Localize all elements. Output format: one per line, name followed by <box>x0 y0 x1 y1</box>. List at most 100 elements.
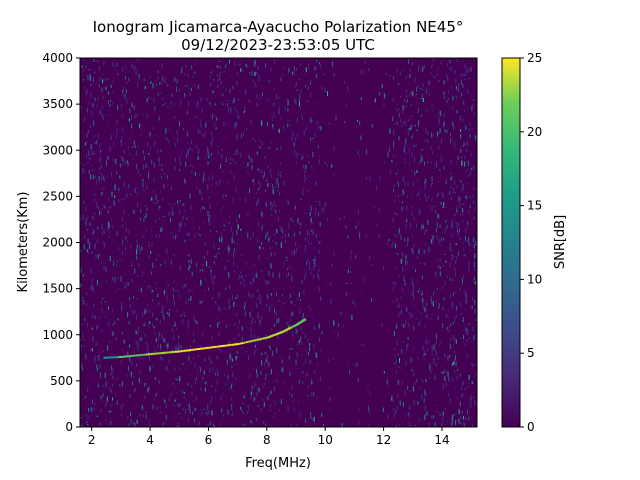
noise-pixel <box>286 328 288 334</box>
noise-pixel <box>87 161 89 164</box>
noise-pixel <box>350 267 351 269</box>
noise-pixel <box>99 143 101 148</box>
noise-pixel <box>332 358 334 360</box>
noise-pixel <box>429 363 431 368</box>
noise-pixel <box>107 226 109 230</box>
noise-pixel <box>305 272 307 278</box>
noise-pixel <box>467 89 469 94</box>
noise-pixel <box>466 197 468 200</box>
trace-point <box>181 350 184 353</box>
noise-pixel <box>265 237 266 240</box>
noise-pixel <box>272 240 274 243</box>
noise-pixel <box>297 328 299 332</box>
trace-point <box>177 350 180 353</box>
noise-pixel <box>184 85 186 87</box>
noise-pixel <box>307 230 308 235</box>
noise-pixel <box>161 227 163 232</box>
noise-pixel <box>462 145 464 148</box>
noise-pixel <box>453 361 455 365</box>
noise-pixel <box>434 108 436 110</box>
noise-pixel <box>451 87 453 89</box>
noise-pixel <box>197 152 199 154</box>
noise-pixel <box>202 269 204 272</box>
noise-streak <box>173 300 175 306</box>
noise-pixel <box>445 407 446 411</box>
noise-pixel <box>276 379 278 383</box>
noise-pixel <box>191 385 193 388</box>
noise-pixel <box>302 190 304 196</box>
noise-pixel <box>230 355 232 361</box>
noise-pixel <box>81 363 83 368</box>
noise-pixel <box>237 62 239 66</box>
trace-point <box>272 334 274 337</box>
noise-pixel <box>290 236 292 238</box>
noise-pixel <box>460 73 462 77</box>
noise-pixel <box>392 286 394 291</box>
noise-pixel <box>443 237 445 241</box>
noise-pixel <box>199 269 201 272</box>
noise-pixel <box>254 59 256 65</box>
noise-pixel <box>256 349 258 351</box>
noise-pixel <box>211 336 213 339</box>
noise-pixel <box>105 402 107 408</box>
noise-pixel <box>220 209 222 212</box>
noise-pixel <box>403 147 405 153</box>
noise-pixel <box>137 82 138 88</box>
noise-pixel <box>96 416 97 418</box>
noise-pixel <box>437 180 439 182</box>
noise-pixel <box>230 156 232 161</box>
noise-pixel <box>424 414 426 420</box>
trace-point <box>274 333 277 336</box>
noise-pixel <box>419 87 421 90</box>
noise-pixel <box>175 378 176 380</box>
noise-pixel <box>250 396 252 399</box>
noise-pixel <box>187 133 189 137</box>
noise-pixel <box>465 343 466 347</box>
noise-pixel <box>335 115 337 121</box>
noise-pixel <box>91 327 93 330</box>
noise-pixel <box>98 354 100 357</box>
noise-pixel <box>460 97 462 98</box>
noise-pixel <box>430 146 432 151</box>
noise-pixel <box>258 180 260 185</box>
noise-pixel <box>413 156 415 161</box>
noise-pixel <box>214 103 216 106</box>
trace-point <box>158 352 161 355</box>
noise-pixel <box>243 279 245 283</box>
noise-pixel <box>442 415 444 421</box>
noise-pixel <box>365 176 367 180</box>
noise-pixel <box>199 234 201 237</box>
noise-pixel <box>330 298 332 304</box>
noise-pixel <box>112 90 114 93</box>
noise-pixel <box>156 83 157 86</box>
noise-pixel <box>145 230 147 232</box>
noise-pixel <box>439 271 441 277</box>
noise-pixel <box>231 294 233 300</box>
noise-pixel <box>228 340 230 346</box>
noise-pixel <box>246 411 248 415</box>
noise-pixel <box>92 399 94 405</box>
noise-pixel <box>324 202 326 206</box>
noise-pixel <box>455 222 457 224</box>
noise-pixel <box>436 165 438 168</box>
noise-pixel <box>469 204 471 208</box>
noise-pixel <box>203 255 205 258</box>
noise-pixel <box>179 156 181 161</box>
noise-pixel <box>213 226 215 228</box>
noise-pixel <box>469 134 471 138</box>
noise-pixel <box>435 115 436 117</box>
noise-pixel <box>121 305 123 311</box>
noise-pixel <box>467 227 469 229</box>
noise-pixel <box>173 115 175 119</box>
noise-pixel <box>163 215 165 217</box>
noise-pixel <box>192 76 194 78</box>
noise-pixel <box>116 230 118 236</box>
noise-pixel <box>240 68 241 73</box>
noise-pixel <box>223 71 225 73</box>
noise-pixel <box>440 201 442 205</box>
noise-pixel <box>250 420 252 423</box>
noise-pixel <box>193 315 195 321</box>
noise-pixel <box>458 418 460 424</box>
noise-pixel <box>121 349 123 351</box>
noise-pixel <box>393 399 394 402</box>
